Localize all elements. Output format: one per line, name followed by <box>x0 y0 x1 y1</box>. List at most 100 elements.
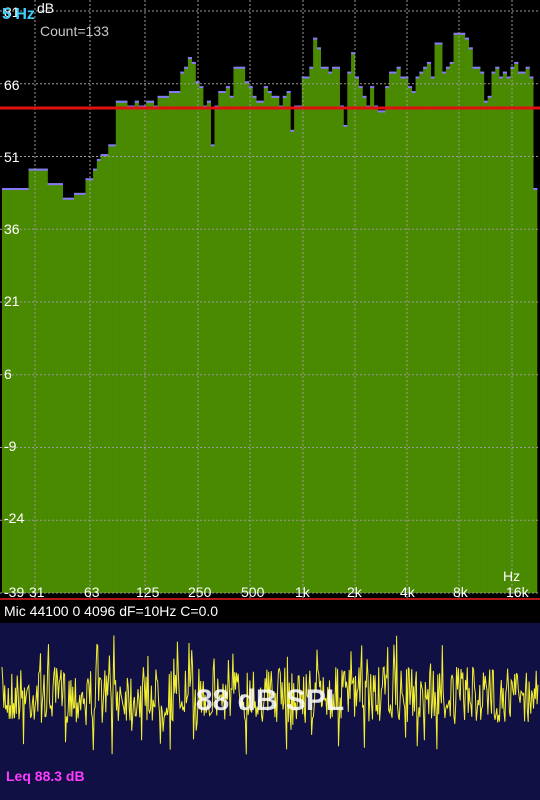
spectrum-bar <box>275 95 280 594</box>
y-tick-label: 66 <box>4 77 20 93</box>
spectrum-bar-peak <box>370 86 375 89</box>
y-tick-label: 36 <box>4 221 20 237</box>
spectrum-bar <box>58 183 63 594</box>
spectrum-bar-peak <box>51 183 56 186</box>
spectrum-bar <box>438 42 443 593</box>
spectrum-bar-peak <box>286 91 291 94</box>
spectrum-bar-peak <box>96 158 101 161</box>
spectrum-bar-peak <box>2 188 7 191</box>
spectrum-bar-peak <box>149 100 155 103</box>
spectrum-bar <box>533 188 538 593</box>
spectrum-bar-peak <box>17 188 22 191</box>
spectrum-bar <box>267 91 272 594</box>
spectrum-bar-peak <box>191 61 196 64</box>
spectrum-bar <box>426 61 432 594</box>
spectrum-bar-peak <box>260 100 265 103</box>
spectrum-bar <box>354 76 359 594</box>
spectrum-bar <box>119 100 124 593</box>
spectrum-bar <box>17 188 22 593</box>
spectrum-analyzer[interactable]: dB Hz 81 66 51 36 21 6 -9 -24 -39 31 63 … <box>0 0 540 600</box>
spectrum-bar-peak <box>396 66 401 69</box>
spectrum-bar-peak <box>70 197 75 200</box>
spectrum-bar <box>127 105 132 593</box>
spectrum-bar-peak <box>514 61 519 64</box>
spectrum-bar <box>218 91 223 594</box>
spectrum-bar-peak <box>172 91 177 94</box>
x-tick-label: 31 <box>29 584 45 600</box>
spectrum-bar <box>373 105 378 593</box>
spectrum-bar-peak <box>419 71 424 74</box>
spectrum-bar <box>419 71 424 594</box>
spectrum-bar-peak <box>241 66 246 69</box>
spectrum-bar-peak <box>324 66 329 69</box>
spectrum-bar-peak <box>9 188 14 191</box>
spectrum-bar <box>93 168 98 594</box>
spectrum-bar-peak <box>377 110 382 113</box>
spectrum-bar-peak <box>502 71 507 74</box>
spectrum-bar-peak <box>237 66 242 69</box>
spectrum-bar-peak <box>328 71 333 74</box>
spectrum-bar <box>199 86 204 594</box>
spectrum-bar-peak <box>81 192 86 195</box>
x-tick-label: 1k <box>295 584 310 600</box>
spectrum-bar <box>138 105 143 593</box>
spectrum-bar <box>362 95 367 594</box>
spectrum-bar <box>206 100 211 593</box>
spectrum-bar-peak <box>13 188 18 191</box>
spectrum-bar <box>70 197 75 593</box>
x-tick-label: 250 <box>188 584 212 600</box>
spectrum-bar-peak <box>316 47 322 50</box>
waveform-panel[interactable] <box>0 623 540 800</box>
spectrum-bar <box>28 168 33 594</box>
count-label: Count=133 <box>40 23 109 39</box>
spectrum-bar <box>301 76 306 594</box>
spectrum-bar-peak <box>123 100 128 103</box>
waveform-trace <box>1 635 539 755</box>
spectrum-bar <box>518 71 523 594</box>
spectrum-bar-peak <box>32 168 37 171</box>
spectrum-bar <box>430 76 435 594</box>
spectrum-bar-peak <box>506 76 511 79</box>
spectrum-bar-peak <box>165 95 170 98</box>
spectrum-bar <box>5 188 10 593</box>
spectrum-bar <box>423 66 428 593</box>
spectrum-bar <box>241 66 246 593</box>
spectrum-bar <box>404 76 409 594</box>
spectrum-bar-peak <box>332 66 337 69</box>
spectrum-bar <box>263 86 268 594</box>
spectrum-bar <box>278 105 284 593</box>
spectrum-bar-peak <box>233 66 238 69</box>
spectrum-bar <box>47 183 52 594</box>
spectrum-bar <box>161 95 166 594</box>
spectrum-bar <box>453 32 458 593</box>
spectrum-bar-peak <box>180 71 185 74</box>
spectrum-bar <box>328 71 333 594</box>
spectrum-bar-peak <box>358 86 363 89</box>
spectrum-bar <box>260 100 265 593</box>
spectrum-bar-peak <box>495 66 500 69</box>
spectrum-bar <box>286 91 291 594</box>
spectrum-bar <box>290 129 295 593</box>
spectrum-bar <box>108 144 113 594</box>
spectrum-bar-peak <box>66 197 71 200</box>
spectrum-bar <box>400 76 405 594</box>
spectrum-bar <box>184 66 189 593</box>
spectrum-bar <box>146 100 151 593</box>
spectrum-bar <box>248 86 253 594</box>
spectrum-bar <box>225 86 230 594</box>
spectrum-bar <box>252 95 257 594</box>
spectrum-bar-peak <box>533 188 538 191</box>
spectrum-bar <box>305 76 310 594</box>
spectrum-bar <box>366 105 371 593</box>
spectrum-bar <box>172 91 177 594</box>
spectrum-bar <box>347 71 352 594</box>
spectrum-bar-peak <box>282 95 287 98</box>
spectrum-bar <box>411 91 416 594</box>
x-tick-label: 4k <box>400 584 415 600</box>
spectrum-bar <box>313 37 318 594</box>
spectrum-bar-peak <box>115 100 120 103</box>
spectrum-bar-peak <box>157 95 162 98</box>
spectrum-bar <box>461 32 466 593</box>
spectrum-bar <box>491 71 496 594</box>
spectrum-bar-peak <box>389 71 394 74</box>
